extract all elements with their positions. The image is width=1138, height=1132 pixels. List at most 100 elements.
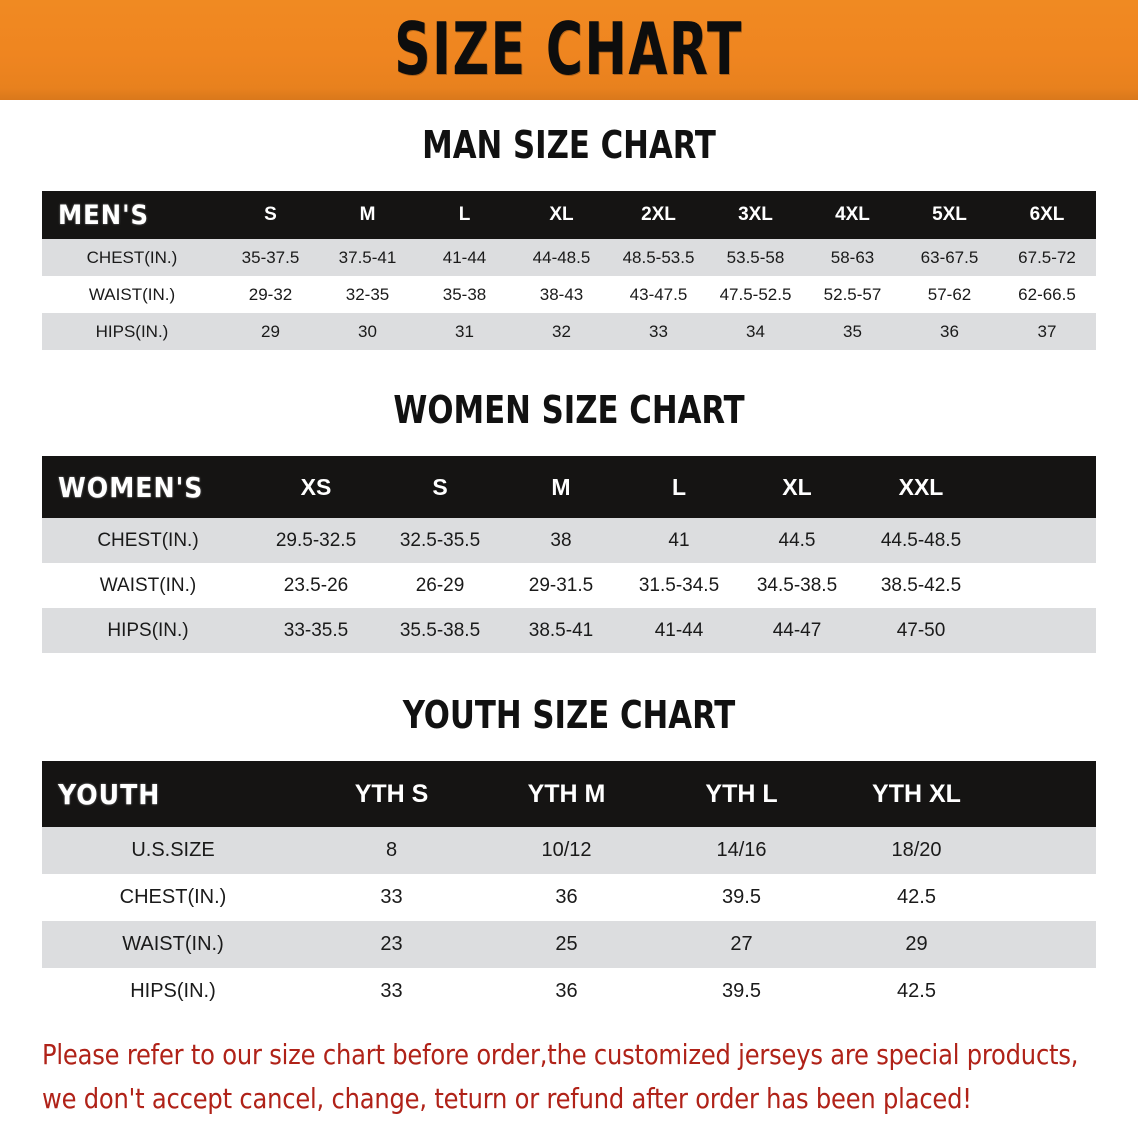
row-label: CHEST(IN.) bbox=[42, 239, 222, 276]
man-header-xl: XL bbox=[513, 191, 610, 239]
man-header-label: MEN'S bbox=[42, 191, 222, 239]
cell: 33-35.5 bbox=[254, 608, 378, 653]
cell-empty bbox=[1004, 968, 1096, 1015]
cell: 29 bbox=[829, 921, 1004, 968]
youth-header-m: YTH M bbox=[479, 761, 654, 827]
cell: 41-44 bbox=[416, 239, 513, 276]
youth-header-s: YTH S bbox=[304, 761, 479, 827]
women-header-s: S bbox=[378, 456, 502, 518]
man-header-m: M bbox=[319, 191, 416, 239]
cell: 57-62 bbox=[901, 276, 998, 313]
cell: 38.5-41 bbox=[502, 608, 620, 653]
table-row: CHEST(IN.) 29.5-32.5 32.5-35.5 38 41 44.… bbox=[42, 518, 1096, 563]
row-label: WAIST(IN.) bbox=[42, 921, 304, 968]
women-size-table: WOMEN'S XS S M L XL XXL CHEST(IN.) 29.5-… bbox=[42, 456, 1096, 653]
cell: 36 bbox=[901, 313, 998, 350]
cell: 37 bbox=[998, 313, 1096, 350]
man-header-2xl: 2XL bbox=[610, 191, 707, 239]
man-header-6xl: 6XL bbox=[998, 191, 1096, 239]
cell: 47-50 bbox=[856, 608, 986, 653]
disclaimer-line-1: Please refer to our size chart before or… bbox=[42, 1038, 1079, 1071]
cell: 33 bbox=[304, 874, 479, 921]
table-header-row: WOMEN'S XS S M L XL XXL bbox=[42, 456, 1096, 518]
cell-empty bbox=[1004, 874, 1096, 921]
cell: 25 bbox=[479, 921, 654, 968]
cell: 35 bbox=[804, 313, 901, 350]
cell: 32-35 bbox=[319, 276, 416, 313]
cell-empty bbox=[986, 608, 1096, 653]
page-title: SIZE CHART bbox=[394, 7, 744, 91]
cell: 67.5-72 bbox=[998, 239, 1096, 276]
cell: 31 bbox=[416, 313, 513, 350]
cell: 18/20 bbox=[829, 827, 1004, 874]
cell: 34 bbox=[707, 313, 804, 350]
cell: 33 bbox=[610, 313, 707, 350]
row-label: WAIST(IN.) bbox=[42, 276, 222, 313]
cell: 63-67.5 bbox=[901, 239, 998, 276]
cell: 41 bbox=[620, 518, 738, 563]
women-header-l: L bbox=[620, 456, 738, 518]
cell: 42.5 bbox=[829, 874, 1004, 921]
cell: 35-37.5 bbox=[222, 239, 319, 276]
man-header-4xl: 4XL bbox=[804, 191, 901, 239]
cell: 38.5-42.5 bbox=[856, 563, 986, 608]
cell: 44-48.5 bbox=[513, 239, 610, 276]
cell: 34.5-38.5 bbox=[738, 563, 856, 608]
women-header-xl: XL bbox=[738, 456, 856, 518]
women-size-section: WOMEN SIZE CHART WOMEN'S XS S M L XL XXL… bbox=[0, 388, 1138, 653]
cell: 23 bbox=[304, 921, 479, 968]
youth-header-spacer bbox=[1004, 761, 1096, 827]
youth-header-xl: YTH XL bbox=[829, 761, 1004, 827]
youth-header-l: YTH L bbox=[654, 761, 829, 827]
cell: 35-38 bbox=[416, 276, 513, 313]
cell: 26-29 bbox=[378, 563, 502, 608]
table-row: HIPS(IN.) 33-35.5 35.5-38.5 38.5-41 41-4… bbox=[42, 608, 1096, 653]
disclaimer-line-2: we don't accept cancel, change, teturn o… bbox=[42, 1082, 972, 1115]
table-row: HIPS(IN.) 29 30 31 32 33 34 35 36 37 bbox=[42, 313, 1096, 350]
cell: 47.5-52.5 bbox=[707, 276, 804, 313]
cell: 29 bbox=[222, 313, 319, 350]
cell: 53.5-58 bbox=[707, 239, 804, 276]
row-label: U.S.SIZE bbox=[42, 827, 304, 874]
cell: 35.5-38.5 bbox=[378, 608, 502, 653]
cell-empty bbox=[1004, 921, 1096, 968]
table-row: WAIST(IN.) 29-32 32-35 35-38 38-43 43-47… bbox=[42, 276, 1096, 313]
row-label: CHEST(IN.) bbox=[42, 518, 254, 563]
row-label: WAIST(IN.) bbox=[42, 563, 254, 608]
table-row: WAIST(IN.) 23.5-26 26-29 29-31.5 31.5-34… bbox=[42, 563, 1096, 608]
women-header-xxl: XXL bbox=[856, 456, 986, 518]
cell: 52.5-57 bbox=[804, 276, 901, 313]
cell: 44.5 bbox=[738, 518, 856, 563]
cell: 38 bbox=[502, 518, 620, 563]
man-header-3xl: 3XL bbox=[707, 191, 804, 239]
cell: 14/16 bbox=[654, 827, 829, 874]
women-header-m: M bbox=[502, 456, 620, 518]
youth-size-section: YOUTH SIZE CHART YOUTH YTH S YTH M YTH L… bbox=[0, 693, 1138, 1015]
cell: 38-43 bbox=[513, 276, 610, 313]
table-row: HIPS(IN.) 33 36 39.5 42.5 bbox=[42, 968, 1096, 1015]
cell-empty bbox=[1004, 827, 1096, 874]
cell: 29-31.5 bbox=[502, 563, 620, 608]
table-row: CHEST(IN.) 33 36 39.5 42.5 bbox=[42, 874, 1096, 921]
table-row: WAIST(IN.) 23 25 27 29 bbox=[42, 921, 1096, 968]
cell: 30 bbox=[319, 313, 416, 350]
women-header-xs: XS bbox=[254, 456, 378, 518]
table-header-row: MEN'S S M L XL 2XL 3XL 4XL 5XL 6XL bbox=[42, 191, 1096, 239]
women-header-spacer bbox=[986, 456, 1096, 518]
table-row: CHEST(IN.) 35-37.5 37.5-41 41-44 44-48.5… bbox=[42, 239, 1096, 276]
cell: 58-63 bbox=[804, 239, 901, 276]
women-section-title: WOMEN SIZE CHART bbox=[393, 388, 745, 432]
row-label: CHEST(IN.) bbox=[42, 874, 304, 921]
cell: 44-47 bbox=[738, 608, 856, 653]
man-header-l: L bbox=[416, 191, 513, 239]
cell: 42.5 bbox=[829, 968, 1004, 1015]
page-banner: SIZE CHART bbox=[0, 0, 1138, 100]
table-header-row: YOUTH YTH S YTH M YTH L YTH XL bbox=[42, 761, 1096, 827]
man-header-s: S bbox=[222, 191, 319, 239]
youth-section-title: YOUTH SIZE CHART bbox=[402, 693, 736, 737]
row-label: HIPS(IN.) bbox=[42, 313, 222, 350]
man-section-title: MAN SIZE CHART bbox=[422, 123, 716, 167]
cell-empty bbox=[986, 563, 1096, 608]
women-header-label: WOMEN'S bbox=[42, 456, 254, 518]
cell: 39.5 bbox=[654, 874, 829, 921]
